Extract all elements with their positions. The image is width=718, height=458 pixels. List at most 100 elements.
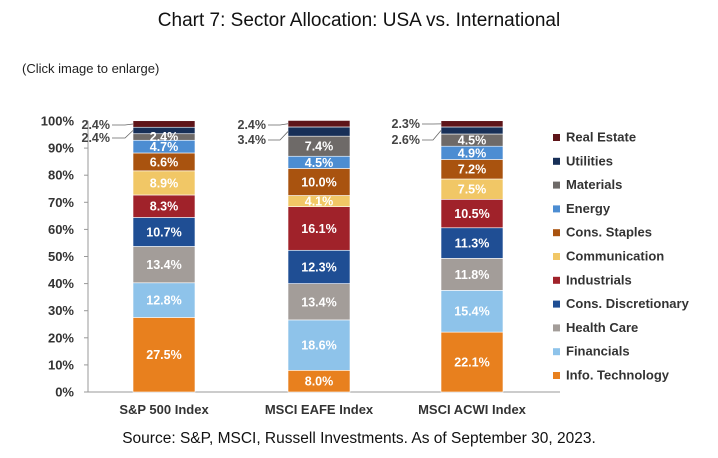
data-label: 27.5% <box>146 348 181 362</box>
data-label: 11.3% <box>455 237 490 251</box>
leader-line <box>112 123 134 126</box>
legend-swatch <box>553 229 560 237</box>
bar-segment <box>440 199 504 229</box>
y-tick-label: 100% <box>41 114 75 129</box>
data-label: 8.9% <box>150 176 179 190</box>
legend-label: Health Care <box>566 320 638 335</box>
legend-label: Energy <box>566 201 611 216</box>
legend-swatch <box>553 348 560 356</box>
bar-segment <box>287 120 351 128</box>
data-label: 2.6% <box>392 133 421 147</box>
data-label: 7.2% <box>458 163 487 177</box>
bar-segment <box>287 206 351 251</box>
y-tick-label: 90% <box>48 141 74 156</box>
y-tick-label: 30% <box>48 303 74 318</box>
leader-line <box>112 130 134 139</box>
data-label: 15.4% <box>454 305 489 319</box>
data-label: 10.5% <box>454 207 489 221</box>
data-label: 13.4% <box>301 295 336 309</box>
legend-label: Cons. Staples <box>566 225 652 240</box>
legend-swatch <box>553 134 560 141</box>
data-label: 10.0% <box>301 175 336 189</box>
data-label: 22.1% <box>454 356 489 370</box>
data-label: 18.6% <box>301 339 336 353</box>
data-label: 2.4% <box>238 118 267 132</box>
legend-label: Real Estate <box>566 130 636 145</box>
bar-segment <box>132 120 196 128</box>
bars <box>132 120 504 393</box>
legend-swatch <box>553 372 560 379</box>
legend-swatch <box>553 300 560 308</box>
bar-segment <box>440 290 504 333</box>
y-tick-label: 20% <box>48 330 74 345</box>
bar-segment <box>132 217 196 247</box>
data-label: 3.4% <box>238 133 267 147</box>
data-label: 4.1% <box>305 195 334 209</box>
legend-swatch <box>553 181 560 189</box>
bar-segment <box>287 126 351 137</box>
bar-segment <box>440 331 504 393</box>
y-tick-label: 70% <box>48 195 74 210</box>
data-label: 4.5% <box>458 134 487 148</box>
data-label: 4.5% <box>305 156 334 170</box>
source-note: Source: S&P, MSCI, Russell Investments. … <box>122 430 596 447</box>
data-label: 2.3% <box>392 117 421 131</box>
data-label: 11.8% <box>455 268 490 282</box>
y-tick-label: 60% <box>48 222 74 237</box>
legend-label: Info. Technology <box>566 368 670 383</box>
data-label: 8.0% <box>305 375 334 389</box>
legend-label: Financials <box>566 344 630 359</box>
legend-label: Utilities <box>566 153 613 168</box>
legend-label: Materials <box>566 177 622 192</box>
leader-line <box>268 123 289 126</box>
leader-line <box>268 131 289 141</box>
data-label: 4.9% <box>458 146 487 160</box>
bar-segment <box>287 168 351 196</box>
bar-segment <box>132 246 196 284</box>
y-tick-label: 0% <box>55 385 74 400</box>
x-category-label: MSCI ACWI Index <box>418 402 527 417</box>
data-label: 12.3% <box>301 260 336 274</box>
data-label: 2.4% <box>82 131 111 145</box>
data-label: 10.7% <box>146 225 181 239</box>
data-labels: 27.5% 12.8% 13.4% 10.7% 8.3% 8.9% 6.6%4.7% 8.0%… <box>82 117 490 389</box>
legend-label: Industrials <box>566 272 632 287</box>
chart-title: Chart 7: Sector Allocation: USA vs. Inte… <box>157 10 561 31</box>
bar-segment <box>287 249 351 284</box>
data-label: 2.4% <box>82 118 111 132</box>
data-label: 16.1% <box>301 222 336 236</box>
data-label: 7.4% <box>305 140 334 154</box>
data-label: 13.4% <box>146 258 181 272</box>
legend-swatch <box>553 276 560 284</box>
bar-segment <box>132 317 196 393</box>
y-tick-label: 40% <box>48 276 74 291</box>
bar-segment <box>287 319 351 371</box>
x-category-label: MSCI EAFE Index <box>265 402 374 417</box>
y-tick-label: 50% <box>48 249 74 264</box>
bar-segment <box>132 170 196 196</box>
bar-segment <box>287 283 351 321</box>
y-tick-label: 10% <box>48 357 74 372</box>
legend-swatch <box>553 253 560 260</box>
data-label: 4.7% <box>150 140 179 154</box>
data-label: 2.4% <box>150 130 179 144</box>
x-axis: S&P 500 Index MSCI EAFE Index MSCI ACWI In… <box>119 402 526 417</box>
data-label: 8.3% <box>150 200 179 214</box>
legend-label: Cons. Discretionary <box>566 296 690 311</box>
bar-segment <box>132 282 196 318</box>
legend-label: Communication <box>566 249 664 264</box>
data-label: 12.8% <box>146 294 181 308</box>
bar-segment <box>440 258 504 291</box>
data-label: 7.5% <box>458 183 487 197</box>
legend-swatch <box>553 205 560 213</box>
leader-line <box>422 130 442 141</box>
y-tick-label: 80% <box>48 168 74 183</box>
bar-segment <box>440 120 504 128</box>
bar-segment <box>440 227 504 259</box>
data-label: 6.6% <box>150 155 179 169</box>
legend-swatch <box>553 157 560 165</box>
legend: Real Estate Utilities Materials Energy Cons.… <box>553 130 690 383</box>
enlarge-note[interactable]: (Click image to enlarge) <box>22 61 160 76</box>
x-category-label: S&P 500 Index <box>119 402 209 417</box>
